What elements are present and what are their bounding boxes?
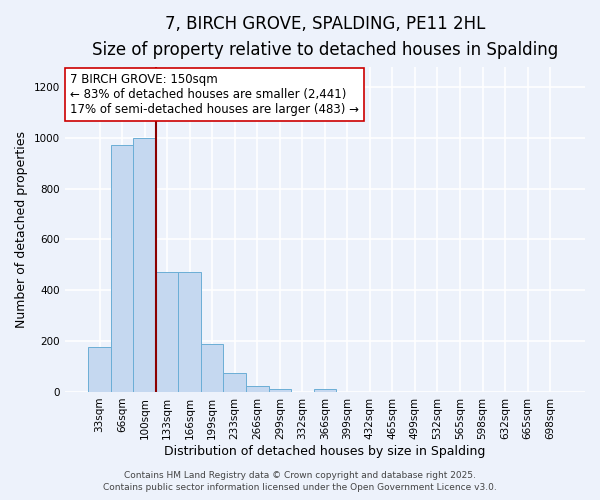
Bar (111, 146, 133, 392)
Bar (269, 390, 291, 392)
Text: 7 BIRCH GROVE: 150sqm
← 83% of detached houses are smaller (2,441)
17% of semi-d: 7 BIRCH GROVE: 150sqm ← 83% of detached … (70, 73, 359, 116)
Bar (156, 272, 178, 392)
Bar (223, 373, 246, 392)
Y-axis label: Number of detached properties: Number of detached properties (15, 130, 28, 328)
Bar (88, 348, 111, 392)
Text: Contains HM Land Registry data © Crown copyright and database right 2025.
Contai: Contains HM Land Registry data © Crown c… (103, 471, 497, 492)
Bar (201, 344, 223, 392)
Bar (133, 138, 156, 392)
Bar (314, 390, 336, 392)
Bar (246, 386, 269, 392)
Bar (178, 272, 201, 392)
X-axis label: Distribution of detached houses by size in Spalding: Distribution of detached houses by size … (164, 444, 485, 458)
Title: 7, BIRCH GROVE, SPALDING, PE11 2HL
Size of property relative to detached houses : 7, BIRCH GROVE, SPALDING, PE11 2HL Size … (92, 15, 558, 60)
